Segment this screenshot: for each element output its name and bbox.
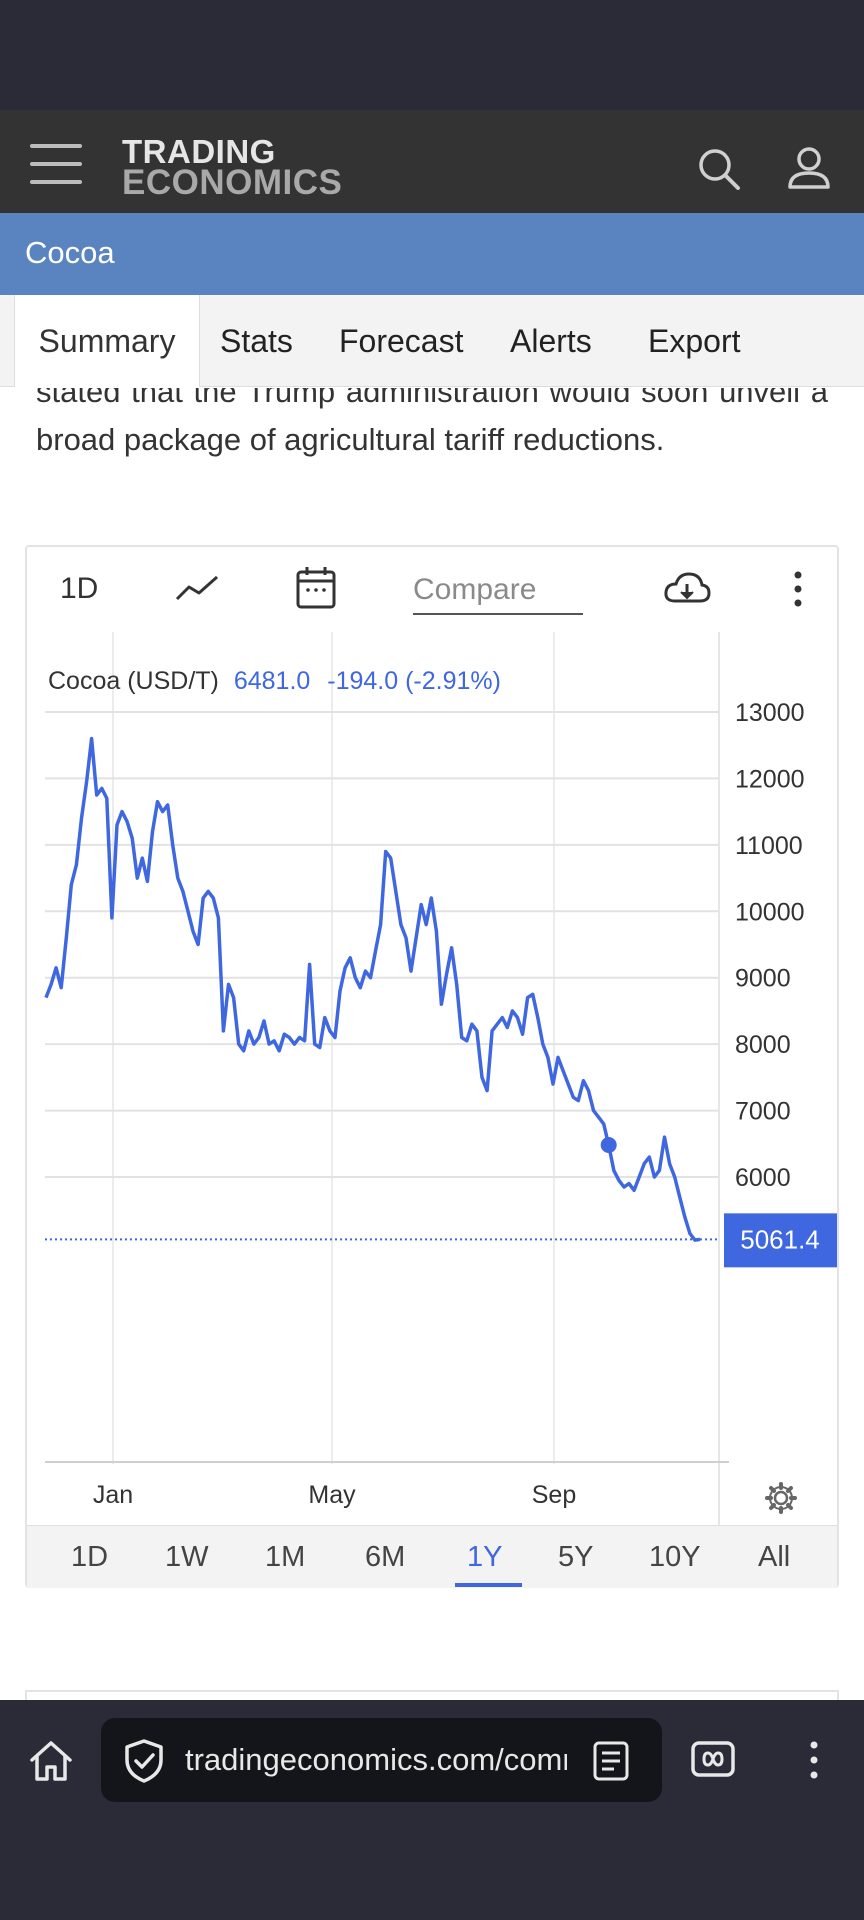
legend-series-name: Cocoa (USD/T): [48, 667, 219, 695]
site-logo[interactable]: TRADING ECONOMICS: [122, 133, 343, 202]
compare-input[interactable]: Compare: [413, 567, 583, 615]
y-tick-label: 13000: [735, 699, 805, 727]
y-tick-label: 10000: [735, 898, 805, 926]
range-5y[interactable]: 5Y: [558, 1541, 594, 1573]
tab-forecast[interactable]: Forecast: [339, 323, 464, 359]
url-text: tradingeconomics.com/commodity/cocoa: [185, 1742, 567, 1777]
range-1w[interactable]: 1W: [165, 1541, 209, 1573]
x-tick-label: May: [308, 1481, 356, 1509]
legend-change: -194.0 (-2.91%): [327, 667, 501, 695]
y-tick-label: 7000: [735, 1098, 791, 1126]
logo-line-2: ECONOMICS: [122, 163, 343, 202]
y-tick-label: 9000: [735, 965, 791, 993]
range-10y[interactable]: 10Y: [649, 1541, 701, 1573]
download-icon[interactable]: [663, 569, 711, 609]
chart-more-icon[interactable]: [791, 569, 805, 609]
range-active-underline: [455, 1583, 522, 1587]
y-tick-label: 6000: [735, 1164, 791, 1192]
range-6m[interactable]: 6M: [365, 1541, 406, 1573]
address-bar[interactable]: tradingeconomics.com/commodity/cocoa: [101, 1718, 662, 1802]
interval-selector[interactable]: 1D: [60, 572, 99, 605]
tab-alerts[interactable]: Alerts: [510, 323, 592, 359]
menu-icon[interactable]: [30, 144, 82, 184]
shield-check-icon[interactable]: [123, 1738, 165, 1784]
legend-value: 6481.0: [233, 667, 311, 695]
y-tick-label: 11000: [735, 832, 803, 860]
chart-card: 1D Compare 13000 12000 11000 10000 9000 8000 7…: [25, 545, 839, 1588]
tab-bar: Summary Stats Forecast Alerts Export: [0, 295, 864, 387]
user-icon[interactable]: [786, 145, 832, 191]
search-icon[interactable]: [696, 146, 742, 192]
article-clip: stated that the Trump administration wou…: [0, 388, 864, 518]
calendar-icon[interactable]: [295, 565, 337, 611]
status-bar: [0, 0, 864, 110]
y-tick-label: 8000: [735, 1031, 791, 1059]
range-1d[interactable]: 1D: [71, 1541, 109, 1573]
logo-line-1: TRADING: [122, 133, 276, 170]
price-line-series: [44, 736, 701, 1242]
line-chart-icon[interactable]: [175, 569, 221, 609]
top-navigation: TRADING ECONOMICS: [0, 110, 864, 213]
data-marker-point: [600, 1137, 617, 1153]
range-all[interactable]: All: [758, 1541, 791, 1573]
article-text: stated that the Trump administration wou…: [36, 388, 828, 457]
last-value-badge: [724, 1213, 837, 1268]
home-icon[interactable]: [28, 1738, 74, 1784]
range-selector-bar: 1D 1W 1M 6M 1Y 5Y 10Y All: [27, 1525, 837, 1588]
chart-legend: Cocoa (USD/T) 6481.0 -194.0 (-2.91%): [48, 667, 501, 696]
last-value-label: 5061.4: [740, 1224, 820, 1254]
range-1m[interactable]: 1M: [265, 1541, 306, 1573]
tab-export[interactable]: Export: [648, 323, 741, 359]
tabs-icon[interactable]: [690, 1740, 736, 1778]
y-tick-label: 12000: [735, 765, 805, 793]
more-vertical-icon[interactable]: [808, 1740, 820, 1780]
x-tick-label: Jan: [93, 1481, 133, 1509]
tab-summary[interactable]: Summary: [14, 295, 200, 387]
chart-settings-icon[interactable]: [764, 1481, 798, 1515]
browser-bottom-bar: tradingeconomics.com/commodity/cocoa: [0, 1700, 864, 1920]
reader-mode-icon[interactable]: [591, 1740, 631, 1782]
x-tick-label: Sep: [532, 1481, 576, 1509]
price-chart[interactable]: 13000 12000 11000 10000 9000 8000 7000 6000 Jan M…: [27, 547, 837, 1525]
commodity-title-bar: Cocoa: [0, 213, 864, 295]
page-title: Cocoa: [25, 235, 115, 270]
tab-stats[interactable]: Stats: [220, 323, 293, 359]
range-1y[interactable]: 1Y: [467, 1541, 503, 1573]
